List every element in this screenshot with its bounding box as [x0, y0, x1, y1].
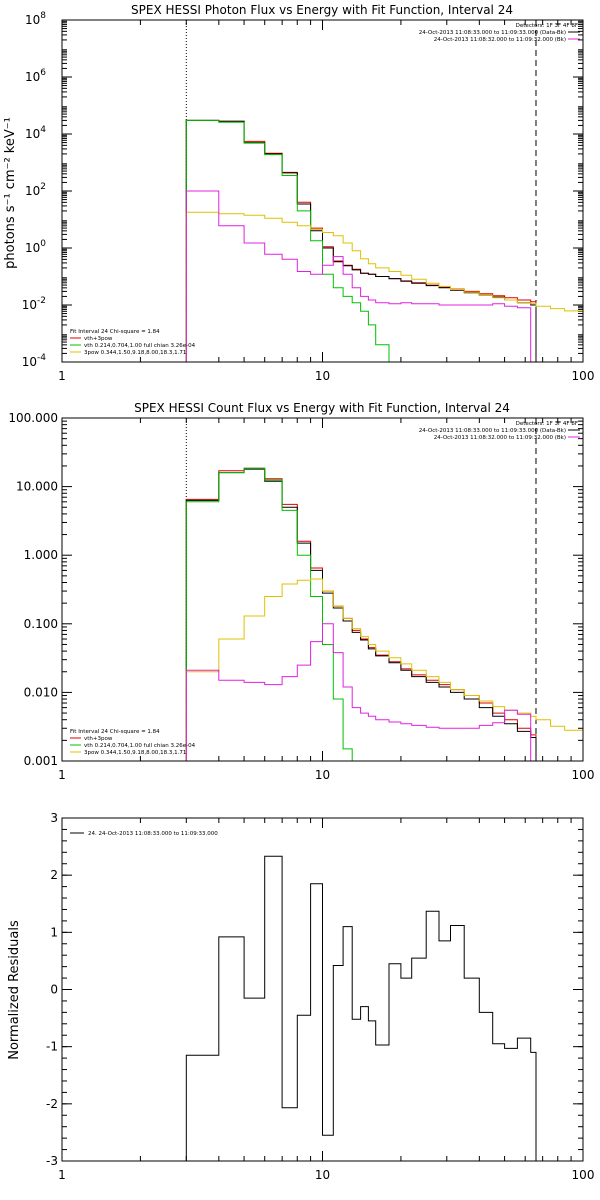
y-tick-mantissa: 10	[22, 355, 37, 369]
y-tick-label: 10-4	[22, 353, 47, 369]
y-tick-label: 108	[25, 11, 46, 27]
photon-flux-panel: SPEX HESSI Photon Flux vs Energy with Fi…	[3, 3, 594, 383]
y-tick-label: 3	[50, 811, 58, 825]
y-tick-exponent: 8	[40, 11, 46, 21]
x-tick-label: 10	[315, 369, 330, 383]
x-tick-label: 100	[572, 1168, 595, 1182]
y-tick-label: -3	[46, 1154, 58, 1168]
series-vth+3pow-step-line	[185, 467, 537, 761]
count-flux-frame	[61, 417, 584, 762]
y-tick-label: 100.000	[8, 411, 58, 425]
x-tick-label: 1	[58, 1168, 66, 1182]
clipped-marks	[185, 855, 537, 1161]
count-flux-title: SPEX HESSI Count Flux vs Energy with Fit…	[134, 401, 510, 415]
residuals-panel: Normalized Residuals 1 10 100 -3 -2 -1 0 1 2 3 24…	[7, 811, 594, 1182]
count-flux-fit-entry-vth: vth 0.214,0.704,1.00 full chian 3.26e-04	[84, 743, 196, 749]
photon-flux-frame	[61, 19, 584, 363]
photon-flux-ylabel: photons s⁻¹ cm⁻² keV⁻¹	[3, 117, 18, 269]
y-tick-label: 2	[50, 868, 58, 882]
y-tick-label: -2	[46, 1097, 58, 1111]
y-tick-label: 100	[25, 239, 46, 255]
y-tick-label: 0.100	[24, 617, 58, 631]
count-flux-axis-ticks: 1 10 100 0.001 0.010 0.100 1.000 10.000 100.000	[8, 411, 594, 782]
series-vth-step-line	[185, 119, 401, 362]
x-tick-label: 100	[572, 369, 595, 383]
count-flux-fit-entry-3pow: 3pow 0.344,1.50,9.18,8.00,18.3,1.71	[84, 750, 186, 756]
y-tick-label: 0.010	[24, 685, 58, 699]
y-tick-label: 104	[25, 125, 46, 141]
y-tick-mantissa: 10	[25, 184, 40, 198]
y-tick-mantissa: 10	[25, 70, 40, 84]
photon-flux-fit-entry-total: vth+3pow	[84, 336, 113, 342]
x-tick-label: 10	[315, 768, 330, 782]
clipped-marks	[185, 20, 583, 362]
photon-flux-plot-area	[185, 20, 583, 362]
y-tick-exponent: 6	[40, 68, 46, 78]
series-vth+3pow-step-line	[185, 119, 537, 362]
y-tick-mantissa: 10	[25, 13, 40, 27]
photon-flux-fit-entry-vth: vth 0.214,0.704,1.00 full chian 3.26e-04	[84, 343, 196, 349]
y-tick-label: 102	[25, 182, 46, 198]
residuals-legend: 24. 24-Oct-2013 11:08:33.000 to 11:09:33…	[70, 831, 218, 837]
photon-flux-title: SPEX HESSI Photon Flux vs Energy with Fi…	[131, 3, 513, 17]
series-data-step-line	[185, 119, 537, 362]
y-tick-label: 10.000	[16, 480, 58, 494]
y-tick-label: -1	[46, 1040, 58, 1054]
series-3pow-step-line	[185, 578, 583, 761]
y-tick-label: 0	[50, 983, 58, 997]
count-flux-legend-entry-data: 24-Oct-2013 11:08:33.000 to 11:09:33.000…	[419, 428, 566, 434]
count-flux-legend: Detectors: 1F 3F 4F 8F 24-Oct-2013 11:08…	[70, 421, 580, 756]
residuals-plot-area	[185, 855, 537, 1161]
photon-flux-detectors: Detectors: 1F 3F 4F 8F	[516, 23, 578, 29]
photon-flux-legend-entry-data: 24-Oct-2013 11:08:33.000 to 11:09:33.000…	[419, 30, 566, 36]
count-flux-fit-header: Fit Interval 24 Chi-square = 1.84	[70, 729, 160, 735]
residuals-ylabel: Normalized Residuals	[7, 920, 22, 1060]
y-tick-exponent: -4	[37, 353, 46, 363]
residuals-axis-ticks: 1 10 100 -3 -2 -1 0 1 2 3	[46, 811, 594, 1182]
y-tick-label: 0.001	[24, 754, 58, 768]
y-tick-exponent: 2	[40, 182, 46, 192]
x-tick-label: 1	[58, 369, 66, 383]
x-tick-label: 1	[58, 768, 66, 782]
x-tick-label: 100	[572, 768, 595, 782]
residuals-legend-entry: 24. 24-Oct-2013 11:08:33.000 to 11:09:33…	[88, 831, 218, 837]
y-tick-mantissa: 10	[25, 127, 40, 141]
y-tick-exponent: 0	[40, 239, 46, 249]
count-flux-fit-entry-total: vth+3pow	[84, 736, 113, 742]
residuals-frame	[61, 817, 584, 1162]
y-tick-label: 106	[25, 68, 46, 84]
series-24.-step-line	[185, 855, 537, 1161]
photon-flux-fit-header: Fit Interval 24 Chi-square = 1.84	[70, 329, 160, 335]
series-Bk-step-line	[185, 623, 536, 761]
photon-flux-legend: Detectors: 1F 3F 4F 8F 24-Oct-2013 11:08…	[70, 23, 580, 356]
x-tick-label: 10	[315, 1168, 330, 1182]
photon-flux-legend-entry-bk: 24-Oct-2013 11:08:32.000 to 11:09:32.000…	[434, 37, 566, 43]
count-flux-panel: SPEX HESSI Count Flux vs Energy with Fit…	[8, 401, 594, 782]
y-tick-mantissa: 10	[25, 241, 40, 255]
y-tick-exponent: 4	[40, 125, 46, 135]
series-3pow-step-line	[185, 211, 583, 362]
count-flux-legend-entry-bk: 24-Oct-2013 11:08:32.000 to 11:09:32.000…	[434, 435, 566, 441]
count-flux-detectors: Detectors: 1F 3F 4F 8F	[516, 421, 578, 427]
series-vth-step-line	[185, 467, 361, 761]
y-tick-label: 1.000	[24, 548, 58, 562]
y-tick-mantissa: 10	[22, 298, 37, 312]
series-Bk-step-line	[185, 190, 536, 362]
y-tick-label: 1	[50, 925, 58, 939]
series-data-step-line	[185, 468, 537, 761]
y-tick-label: 10-2	[22, 296, 46, 312]
photon-flux-fit-entry-3pow: 3pow 0.344,1.50,9.18,8.00,18.3,1.71	[84, 350, 186, 356]
y-tick-exponent: -2	[37, 296, 46, 306]
count-flux-plot-area	[185, 418, 583, 761]
clipped-marks	[185, 418, 583, 761]
